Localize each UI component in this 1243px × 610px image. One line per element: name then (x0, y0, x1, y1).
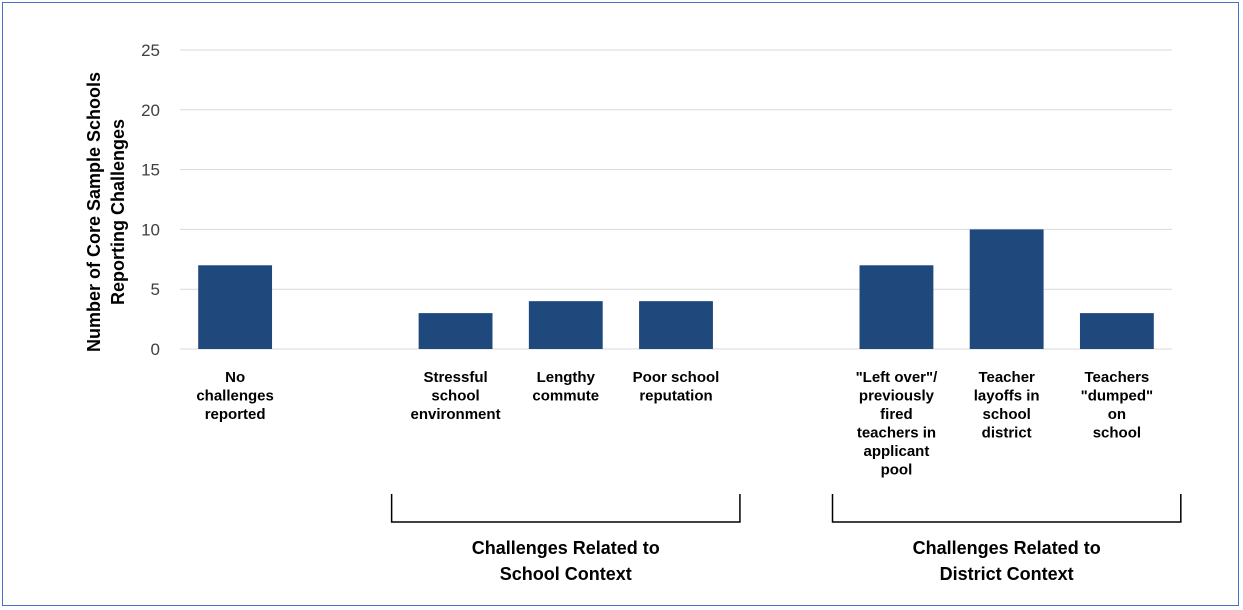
y-tick-label: 10 (141, 220, 160, 239)
category-label: Poor school reputation (633, 369, 720, 405)
bar (969, 229, 1044, 349)
category-label: "Left over"/previously fired teachers in ap… (856, 369, 939, 479)
bar (528, 301, 603, 349)
bar (1079, 313, 1154, 349)
category-labels: No challenges reported Stressful school envir… (196, 369, 1153, 479)
group-bracket (831, 494, 1182, 523)
category-label: No challenges reported (196, 369, 274, 423)
group-label: Challenges Related to District Context (913, 538, 1101, 584)
y-tick-label: 20 (141, 101, 160, 120)
group-brackets: Challenges Related to School Context Chall… (390, 494, 1182, 584)
y-axis-label: Number of Core Sample Schools Reporting C… (84, 72, 128, 352)
y-tick-label: 5 (151, 280, 160, 299)
category-label: Teacher layoffs in school district (974, 369, 1040, 442)
category-label: Lengthy commute (532, 369, 599, 405)
y-tick-labels: 0 5 10 15 20 25 (141, 41, 160, 359)
y-tick-label: 15 (141, 161, 160, 180)
group-label: Challenges Related to School Context (472, 538, 660, 584)
category-label: Stressful school environment (411, 369, 501, 423)
bar (639, 301, 713, 349)
y-tick-label: 0 (151, 340, 160, 359)
group-bracket (390, 494, 741, 523)
category-label: Teachers "dumped" on school (1081, 369, 1154, 442)
bar (859, 265, 934, 349)
bar (198, 265, 273, 349)
bar (418, 313, 493, 349)
y-tick-label: 25 (141, 41, 160, 60)
bars (198, 229, 1154, 349)
